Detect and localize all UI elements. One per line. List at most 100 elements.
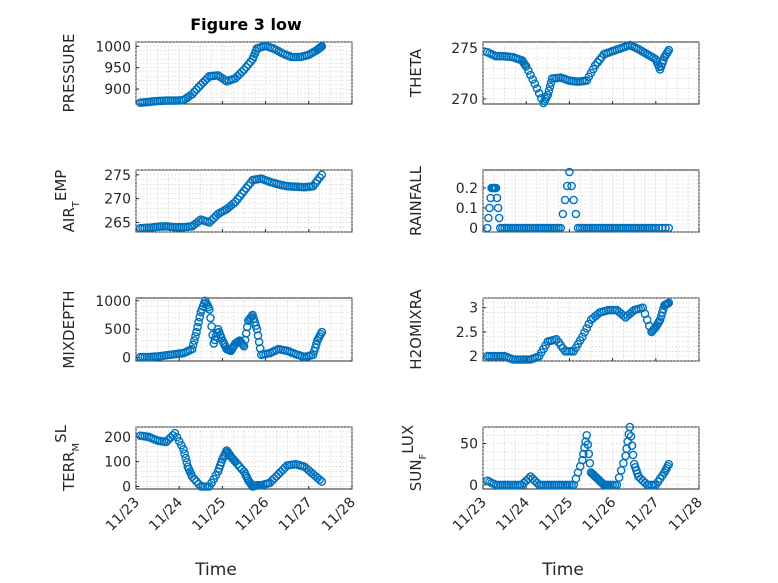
y-axis-label: RAINFALL (407, 165, 425, 236)
y-tick-label: 0 (469, 478, 478, 494)
subplot-air_temp: 265 270 275 AIRTEMP (52, 168, 353, 233)
data-point (200, 76, 210, 85)
y-tick-label: 265 (104, 215, 131, 231)
data-point (267, 476, 277, 485)
data-point (582, 430, 592, 440)
data-point (585, 458, 595, 468)
x-tick-label: 11/26 (233, 494, 273, 534)
data-point (565, 167, 574, 177)
y-tick-label: 950 (104, 61, 131, 77)
x-axis-label: Time (541, 560, 584, 580)
data-point (482, 223, 492, 233)
data-point (206, 313, 215, 323)
data-point (265, 478, 275, 488)
data-point (235, 462, 244, 472)
y-tick-label: 2 (469, 349, 478, 365)
y-tick-label: 900 (104, 82, 131, 98)
data-point (584, 319, 594, 329)
data-point (312, 339, 321, 349)
data-point (238, 340, 248, 350)
data-point (544, 86, 554, 96)
y-axis-label: H2OMIXRA (407, 289, 425, 370)
data-point (486, 193, 495, 203)
data-point (198, 78, 208, 87)
y-tick-label: 0 (122, 351, 131, 367)
figure-title: Figure 3 low (190, 15, 302, 34)
y-tick-label: 0.1 (456, 201, 478, 217)
data-point (492, 193, 502, 203)
data-point (493, 203, 503, 213)
data-point (625, 422, 635, 432)
data-point (192, 477, 201, 486)
y-tick-label: 2.5 (456, 325, 478, 341)
data-point (187, 344, 197, 354)
x-tick-label: 11/24 (493, 494, 533, 534)
x-axis-label: Time (194, 560, 237, 580)
data-point (191, 331, 200, 341)
data-point (569, 195, 579, 205)
data-point (582, 323, 592, 333)
x-tick-label: 11/28 (319, 495, 359, 535)
data-point (664, 45, 674, 55)
data-point (654, 223, 664, 233)
x-tick-label: 11/25 (536, 495, 576, 535)
data-point (560, 195, 570, 205)
data-point (651, 223, 661, 233)
data-point (278, 465, 288, 475)
data-point (530, 79, 540, 88)
subplot-sun_flux: 11/23 11/24 11/25 11/26 11/27 11/28 0 50 SUNFLUX (399, 422, 706, 535)
subplot-pressure: 900 950 1000 PRESSURE (60, 34, 353, 112)
y-axis-label: SUNFLUX (399, 425, 429, 491)
data-point (243, 60, 253, 69)
data-point (664, 223, 674, 233)
data-point (556, 223, 566, 233)
data-point (179, 444, 188, 454)
data-point (543, 90, 553, 100)
y-tick-label: 0 (122, 480, 131, 496)
data-point (317, 42, 327, 51)
data-point (612, 480, 622, 490)
data-point (655, 315, 665, 325)
data-point (558, 209, 568, 219)
x-tick-label: 11/25 (189, 495, 229, 535)
data-point (189, 474, 199, 484)
y-tick-label: 100 (104, 455, 131, 471)
data-point (187, 89, 197, 99)
data-point (627, 441, 637, 450)
data-point (269, 474, 279, 483)
data-point (584, 449, 594, 459)
data-point (192, 85, 201, 94)
data-point (315, 475, 324, 485)
x-tick-label: 11/26 (580, 494, 620, 534)
data-point (578, 332, 587, 342)
data-point (220, 75, 229, 85)
y-tick-label: 0 (469, 221, 478, 237)
data-point (161, 437, 171, 447)
data-point (231, 457, 240, 467)
x-tick-label: 11/28 (666, 495, 706, 535)
data-point (626, 431, 636, 441)
subplot-theta: 270 275 THETA (407, 40, 700, 108)
data-point (545, 82, 555, 91)
data-point (228, 199, 238, 208)
data-point (661, 223, 670, 233)
y-axis-label: THETA (407, 48, 425, 98)
y-tick-label: 275 (451, 41, 478, 57)
data-point (205, 218, 214, 227)
subplot-terr_msl: 11/23 11/24 11/25 11/26 11/27 11/28 0 100 200 TER… (52, 424, 359, 534)
data-point (181, 453, 190, 463)
y-tick-label: 0.2 (456, 181, 478, 197)
data-point (188, 340, 198, 350)
data-point (526, 70, 535, 80)
data-point (484, 213, 493, 223)
data-point (580, 328, 589, 337)
data-point (195, 312, 204, 322)
data-point (251, 321, 261, 331)
data-point (164, 435, 173, 445)
subplot-rainfall: 0 0.1 0.2 RAINFALL (407, 165, 700, 237)
x-tick-label: 11/23 (103, 495, 143, 535)
y-axis-label: TERRMSL (52, 424, 82, 492)
data-point (619, 458, 628, 468)
y-tick-label: 275 (104, 168, 131, 184)
subplot-h2omixra: 2 2.5 3 H2OMIXRA (407, 289, 700, 370)
